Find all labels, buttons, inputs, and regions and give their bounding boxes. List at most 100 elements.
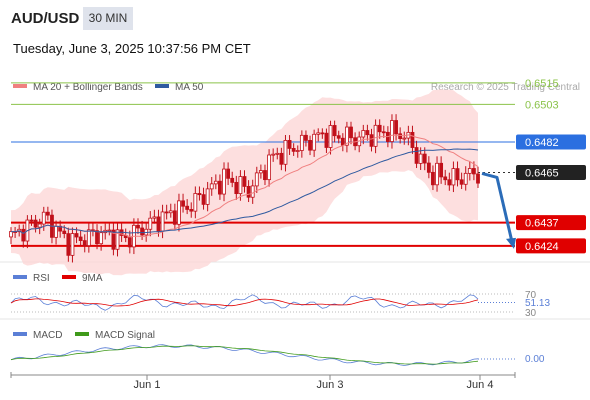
ma20-legend-label: MA 20 + Bollinger Bands (33, 82, 143, 93)
candle-body (250, 185, 255, 198)
candle-body (209, 183, 214, 190)
candle-body (9, 231, 13, 238)
candle-body (37, 223, 42, 228)
candle-body (78, 236, 83, 242)
watermark: Research © 2025 Trading Central (431, 82, 580, 93)
candle-body (238, 176, 243, 195)
candle-body (156, 216, 161, 232)
candle-body (472, 168, 476, 175)
candle-body (275, 152, 280, 155)
x-axis-ticks: Jun 1 Jun 3 Jun 4 (10, 372, 516, 391)
candle-body (435, 162, 439, 186)
candle-body (226, 168, 231, 179)
rsi-legend-label: RSI (33, 273, 50, 284)
candle-body (463, 172, 468, 185)
level-label-0.6465: 0.6465 (525, 167, 559, 179)
candle-body (418, 153, 423, 164)
candle-body (164, 211, 169, 214)
candle-body (70, 233, 75, 256)
level-badge-0.6482 (516, 134, 586, 150)
level-badge-0.6465 (516, 164, 586, 180)
level-label-0.6424: 0.6424 (525, 241, 559, 253)
candle-body (320, 132, 325, 135)
level-label-0.6515: 0.6515 (525, 78, 559, 90)
candle-body (54, 225, 58, 238)
candle-body (99, 232, 104, 245)
candle-body (242, 176, 247, 187)
timestamp: Tuesday, June 3, 2025 10:37:56 PM CET (13, 41, 251, 56)
x-tick-label-jun-3: Jun 3 (317, 379, 344, 391)
level-label-0.6503: 0.6503 (525, 99, 559, 111)
candle-body (283, 139, 288, 165)
candle-body (218, 180, 222, 195)
rsi-line (10, 294, 479, 311)
candle-body (398, 133, 403, 139)
x-tick-label-jun-4: Jun 4 (467, 379, 494, 391)
candle-body (29, 219, 34, 222)
rsi-tick-30: 30 (525, 308, 537, 319)
candle-body (304, 134, 308, 141)
macd-signal-legend-label: MACD Signal (95, 330, 155, 341)
candle-body (345, 126, 349, 146)
candle-body (390, 120, 394, 142)
candle-body (258, 170, 263, 174)
candle-body (402, 137, 407, 140)
candle-body (410, 131, 415, 148)
candle-body (86, 229, 91, 247)
candle-body (394, 120, 398, 135)
macd-legend-label: MACD (33, 330, 62, 341)
x-tick-label-jun-1: Jun 1 (134, 379, 161, 391)
candle-body (189, 209, 194, 212)
candle-body (467, 168, 472, 174)
candle-body (148, 217, 153, 230)
candle-body (107, 229, 112, 232)
candle-body (439, 162, 444, 178)
candle-body (222, 168, 226, 195)
candle-body (41, 211, 46, 225)
candle-body (422, 153, 427, 164)
candle-body (152, 216, 157, 219)
candle-body (312, 133, 317, 151)
candle-body (365, 130, 370, 136)
candle-body (299, 134, 304, 151)
candle-body (66, 233, 71, 256)
timeframe-badge[interactable]: 30 MIN (83, 7, 133, 30)
level-label-0.6482: 0.6482 (525, 137, 559, 149)
rsi-tick-70: 70 (525, 290, 537, 301)
rsi-ma-legend-swatch (62, 275, 76, 279)
candle-body (95, 230, 99, 245)
candle-body (185, 205, 190, 210)
candle-body (181, 200, 185, 207)
candle-body (332, 125, 337, 137)
candle-body (205, 188, 210, 205)
candle-body (369, 134, 374, 147)
level-badge-0.6424 (516, 238, 586, 254)
candle-body (459, 179, 464, 185)
candle-body (193, 193, 198, 212)
candle-body (279, 152, 284, 165)
ma20-legend-swatch (13, 84, 27, 88)
candle-body (455, 168, 460, 181)
candle-body (82, 240, 87, 247)
candle-body (373, 124, 378, 147)
projection-arrowhead (506, 237, 516, 249)
candle-body (295, 150, 300, 152)
candle-body (451, 168, 456, 186)
candle-body (172, 210, 177, 225)
candle-body (271, 153, 276, 156)
candle-body (476, 173, 480, 184)
candle-body (230, 177, 235, 183)
symbol-title: AUD/USD (11, 10, 80, 27)
price-panel: 0.6515 0.6503 0.6482 0.6465 0.6437 0.6424 (9, 78, 586, 276)
candle-body (234, 181, 239, 195)
candle-body (447, 179, 452, 186)
rsi-last-value: 51.13 (525, 298, 550, 309)
candle-body (140, 227, 144, 236)
candle-body (308, 140, 312, 151)
macd-last-value: 0.00 (525, 354, 545, 365)
candle-body (168, 210, 173, 214)
candle-body (62, 230, 67, 235)
candle-body (426, 162, 431, 173)
candle-body (340, 137, 345, 146)
